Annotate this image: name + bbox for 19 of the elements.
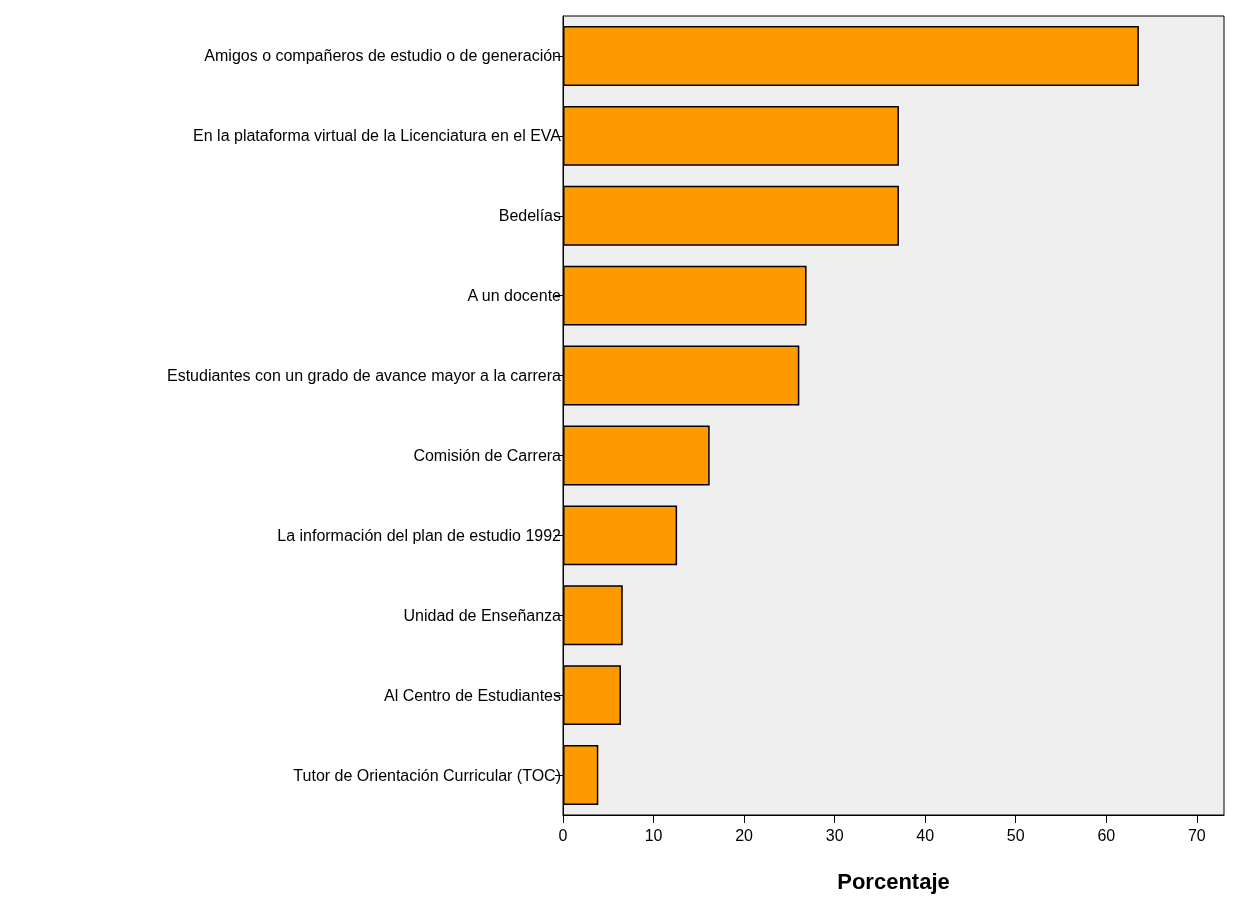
x-tick-label: 20 bbox=[735, 826, 754, 844]
x-tick-label: 0 bbox=[558, 826, 568, 844]
x-tick-label: 30 bbox=[825, 826, 844, 844]
y-tick-label: Amigos o compañeros de estudio o de generación bbox=[204, 47, 561, 65]
y-tick-label: A un docente bbox=[467, 287, 562, 305]
y-tick-label: Comisión de Carrera bbox=[413, 446, 562, 464]
x-tick-label: 50 bbox=[1006, 826, 1025, 844]
x-tick-label: 60 bbox=[1097, 826, 1116, 844]
y-tick-label: Estudiantes con un grado de avance mayor a la carrera bbox=[166, 367, 562, 385]
y-tick-label: En la plataforma virtual de la Licenciatura en el EVA bbox=[193, 127, 562, 145]
x-tick-label: 10 bbox=[644, 826, 663, 844]
y-tick-label: Tutor de Orientación Curricular (TOC) bbox=[293, 766, 561, 784]
y-tick-label: Unidad de Enseñanza bbox=[403, 606, 562, 624]
x-axis-title: Porcentaje bbox=[837, 868, 950, 894]
x-tick-label: 40 bbox=[916, 826, 935, 844]
x-tick-label: 70 bbox=[1187, 826, 1206, 844]
y-tick-label: La información del plan de estudio 1992 bbox=[277, 526, 562, 544]
y-tick-label: Bedelías bbox=[498, 207, 561, 225]
y-tick-label: Al Centro de Estudiantes bbox=[384, 686, 561, 704]
